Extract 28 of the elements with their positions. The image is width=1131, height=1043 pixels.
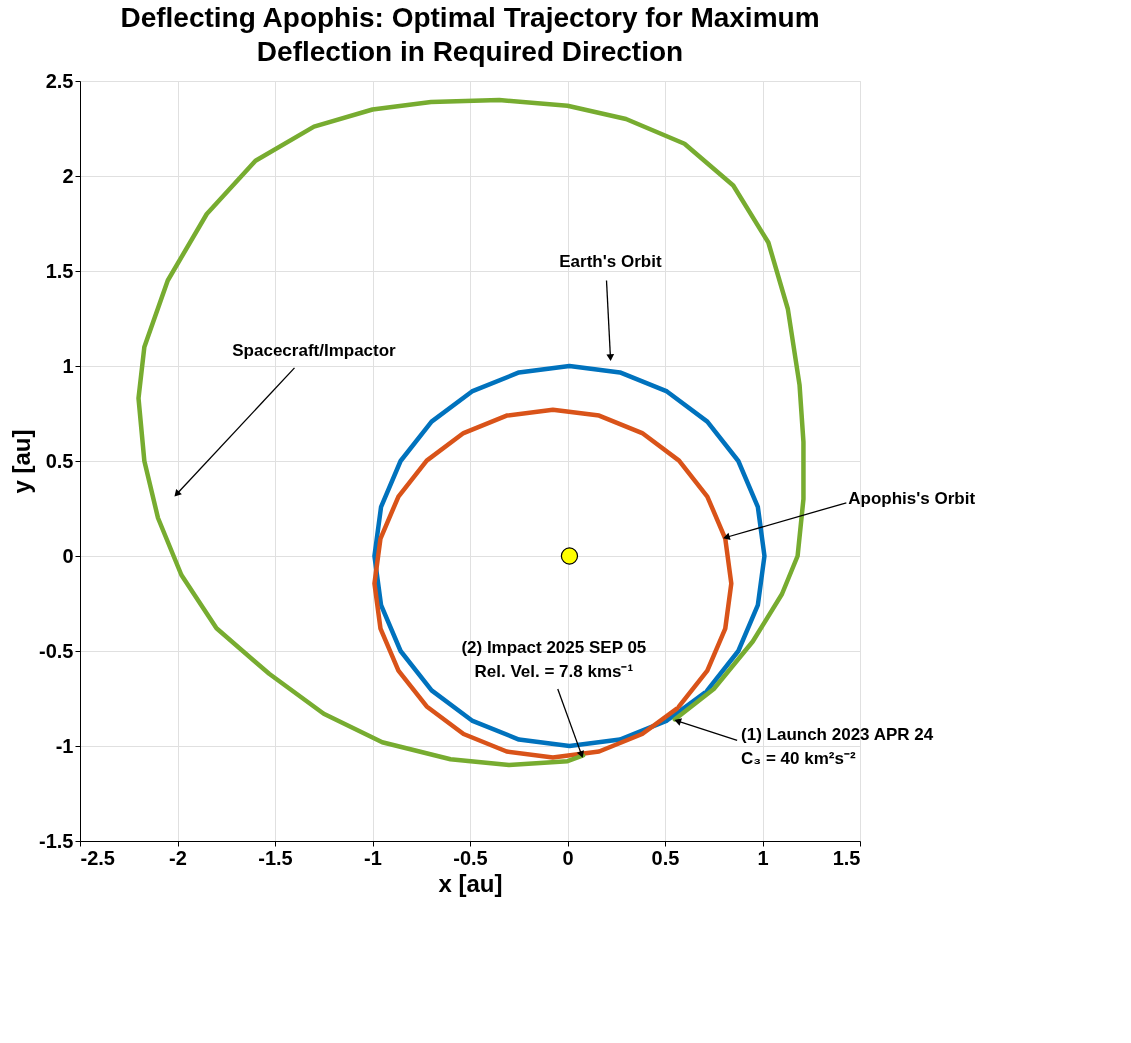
y-axis-title: y [au] bbox=[8, 429, 36, 494]
y-tick-label: 1.5 bbox=[45, 259, 74, 282]
x-tick-label: 0.5 bbox=[651, 846, 680, 869]
annotation: Apophis's Orbit bbox=[848, 489, 976, 508]
y-tick-label: 2 bbox=[62, 164, 74, 187]
x-tick-label: 1 bbox=[757, 846, 769, 869]
annotation: Spacecraft/Impactor bbox=[232, 341, 397, 361]
annotation: (1) Launch 2023 APR 24 C₃ = 40 km²s⁻² bbox=[741, 725, 934, 768]
x-tick-label: 1.5 bbox=[832, 846, 861, 869]
y-tick-label: 0 bbox=[62, 544, 74, 567]
y-tick-label: -0.5 bbox=[39, 639, 74, 662]
annotation: (2) Impact 2025 SEP 05 Rel. Vel. = 7.8 kms⁻¹ bbox=[461, 637, 647, 681]
y-tick-label: 2.5 bbox=[45, 69, 74, 92]
annotation: Earth's Orbit bbox=[559, 252, 662, 271]
x-tick-label: -2.5 bbox=[80, 846, 115, 869]
y-tick-label: -1 bbox=[55, 734, 74, 757]
x-tick-label: -0.5 bbox=[453, 846, 488, 869]
line-series bbox=[372, 363, 767, 749]
x-axis-title: x [au] bbox=[438, 869, 503, 897]
x-tick-label: -1 bbox=[364, 846, 382, 869]
line-series bbox=[372, 407, 734, 760]
y-tick-label: 1 bbox=[62, 354, 74, 377]
chart-title: Deflecting Apophis: Optimal Trajectory for Maximum Deflection in Required Direction bbox=[120, 2, 820, 67]
x-tick-label: -2 bbox=[169, 846, 187, 869]
y-tick-label: 0.5 bbox=[45, 449, 74, 472]
x-tick-label: -1.5 bbox=[258, 846, 293, 869]
x-tick-label: 0 bbox=[562, 846, 574, 869]
y-tick-label: -1.5 bbox=[39, 829, 74, 852]
